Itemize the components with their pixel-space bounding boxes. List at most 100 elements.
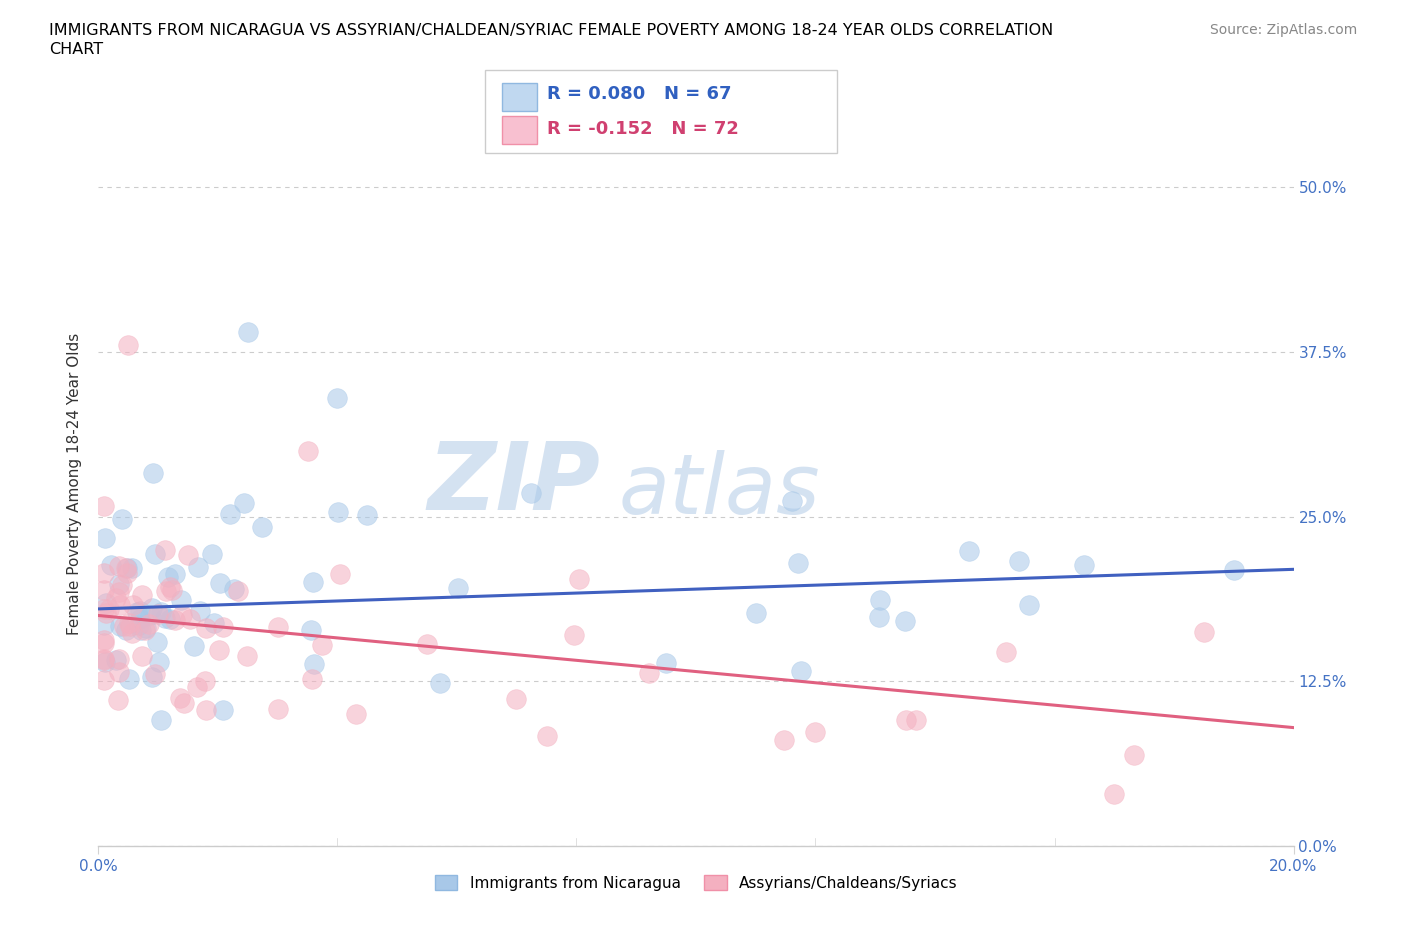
- Point: [177, 548, 200, 563]
- Point: [416, 637, 439, 652]
- Point: [655, 656, 678, 671]
- Point: [93, 654, 115, 669]
- Point: [302, 575, 325, 590]
- Point: [115, 561, 138, 576]
- Point: [93, 582, 115, 597]
- Point: [250, 519, 273, 534]
- Point: [108, 576, 131, 591]
- Point: [131, 623, 153, 638]
- Point: [108, 597, 131, 612]
- Point: [326, 391, 349, 405]
- Point: [236, 325, 259, 339]
- Point: [155, 583, 177, 598]
- Point: [202, 616, 225, 631]
- Point: [894, 613, 917, 628]
- Point: [344, 707, 367, 722]
- Point: [138, 617, 160, 631]
- Point: [93, 602, 115, 617]
- Point: [121, 626, 143, 641]
- Point: [207, 643, 229, 658]
- Point: [93, 566, 115, 581]
- Point: [869, 592, 891, 607]
- Point: [193, 673, 215, 688]
- Point: [236, 648, 259, 663]
- Text: CHART: CHART: [49, 42, 103, 57]
- Point: [773, 733, 796, 748]
- Point: [112, 618, 135, 633]
- Point: [301, 671, 323, 686]
- Point: [98, 602, 121, 617]
- Point: [745, 605, 768, 620]
- Point: [356, 507, 378, 522]
- Point: [117, 338, 139, 352]
- Point: [127, 604, 149, 619]
- Point: [145, 634, 167, 649]
- Point: [536, 729, 558, 744]
- Point: [93, 618, 115, 633]
- Point: [562, 628, 585, 643]
- Point: [94, 530, 117, 545]
- Point: [142, 466, 165, 481]
- Point: [156, 569, 179, 584]
- Point: [153, 611, 176, 626]
- Point: [163, 613, 186, 628]
- Point: [143, 547, 166, 562]
- Point: [186, 679, 208, 694]
- Point: [173, 696, 195, 711]
- Point: [94, 595, 117, 610]
- Point: [159, 580, 181, 595]
- Point: [153, 543, 176, 558]
- Point: [994, 644, 1017, 659]
- Point: [169, 691, 191, 706]
- Y-axis label: Female Poverty Among 18-24 Year Olds: Female Poverty Among 18-24 Year Olds: [67, 333, 83, 634]
- Point: [868, 609, 890, 624]
- Point: [159, 612, 181, 627]
- Point: [121, 598, 143, 613]
- Point: [131, 588, 153, 603]
- Point: [226, 583, 249, 598]
- Point: [894, 712, 917, 727]
- Point: [568, 572, 591, 587]
- Point: [329, 566, 352, 581]
- Point: [129, 612, 152, 627]
- Point: [170, 607, 193, 622]
- Point: [93, 672, 115, 687]
- Point: [134, 623, 156, 638]
- Point: [1192, 625, 1215, 640]
- Point: [233, 496, 256, 511]
- Point: [93, 632, 115, 647]
- Point: [218, 506, 240, 521]
- Point: [117, 561, 139, 576]
- Text: IMMIGRANTS FROM NICARAGUA VS ASSYRIAN/CHALDEAN/SYRIAC FEMALE POVERTY AMONG 18-24: IMMIGRANTS FROM NICARAGUA VS ASSYRIAN/CH…: [49, 23, 1053, 38]
- Point: [139, 607, 162, 622]
- Point: [93, 653, 115, 668]
- Point: [111, 512, 134, 526]
- Text: R = -0.152   N = 72: R = -0.152 N = 72: [547, 120, 738, 139]
- Point: [105, 591, 128, 605]
- Point: [107, 559, 129, 574]
- Point: [505, 692, 527, 707]
- Point: [118, 615, 141, 630]
- Point: [299, 622, 322, 637]
- Point: [107, 665, 129, 680]
- Point: [208, 576, 231, 591]
- Point: [201, 546, 224, 561]
- Point: [94, 605, 117, 620]
- Point: [93, 636, 115, 651]
- Point: [135, 620, 157, 635]
- Point: [267, 619, 290, 634]
- Point: [790, 664, 813, 679]
- Point: [212, 619, 235, 634]
- Point: [520, 485, 543, 500]
- Point: [297, 444, 319, 458]
- Text: R = 0.080   N = 67: R = 0.080 N = 67: [547, 85, 731, 103]
- Point: [163, 566, 186, 581]
- Point: [115, 566, 138, 581]
- Point: [131, 649, 153, 664]
- Point: [786, 555, 808, 570]
- Point: [100, 557, 122, 572]
- Point: [179, 612, 201, 627]
- Point: [149, 605, 172, 620]
- Point: [93, 652, 115, 667]
- Point: [107, 651, 129, 666]
